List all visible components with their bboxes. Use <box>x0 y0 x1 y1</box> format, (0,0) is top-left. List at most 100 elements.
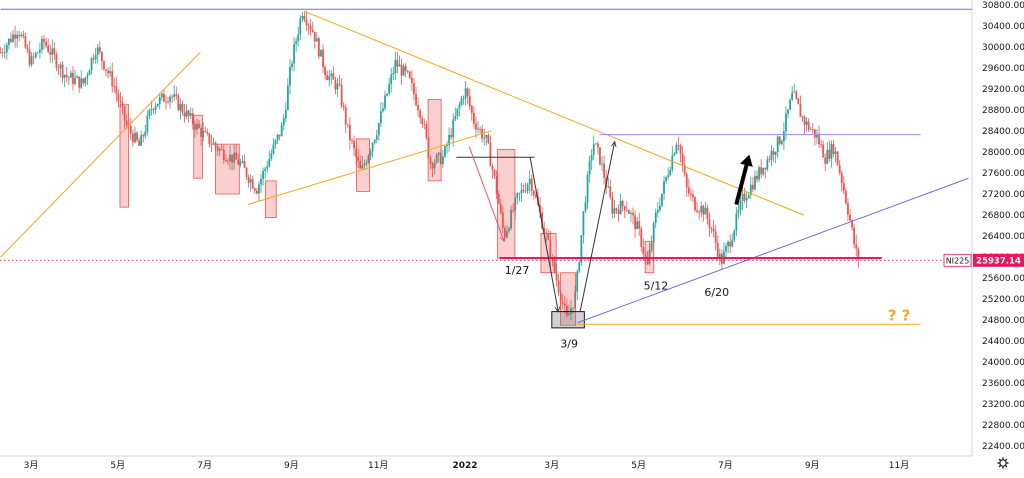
candle-body <box>239 162 242 165</box>
candle-body <box>26 47 29 50</box>
candle-body <box>811 129 814 131</box>
candle-body <box>677 144 680 146</box>
candle-body <box>656 210 659 213</box>
candle-body <box>714 231 717 244</box>
candle-body <box>80 78 83 88</box>
time-axis[interactable]: 3月 5月 7月 9月 11月 2022 3月 5月 7月 9月 11月 <box>0 455 972 471</box>
candle-body <box>609 186 612 198</box>
candle-body <box>229 154 231 162</box>
candle-body <box>754 175 756 190</box>
candle-body <box>284 109 287 119</box>
candle-body <box>534 195 537 198</box>
candle-body <box>768 159 771 161</box>
candle-body <box>462 98 465 100</box>
candle-body <box>673 153 676 156</box>
candle-body <box>849 214 851 221</box>
candle-body <box>824 157 827 164</box>
x-tick-label: 5月 <box>631 460 646 471</box>
candle-body <box>274 140 277 145</box>
candle-body <box>503 227 506 238</box>
candle-body <box>278 134 281 137</box>
candle-body <box>704 207 707 215</box>
candle-body <box>1 52 4 54</box>
candle-body <box>454 116 457 120</box>
candle-body <box>100 51 103 62</box>
trendline <box>304 10 804 216</box>
candle-body <box>196 123 198 130</box>
candle-body <box>464 88 467 99</box>
candle-body <box>49 51 52 55</box>
candle-body <box>179 103 182 111</box>
candle-body <box>413 83 415 95</box>
candle-body <box>617 210 620 215</box>
candle-body <box>351 140 353 141</box>
candle-body <box>231 154 233 163</box>
candle-body <box>390 74 393 85</box>
candle-body <box>828 149 831 159</box>
candle-body <box>280 125 283 137</box>
y-tick-label: 24000.00 <box>982 358 1024 368</box>
candle-body <box>578 262 581 272</box>
candle-body <box>324 66 326 76</box>
candle-body <box>516 193 519 198</box>
candle-body <box>249 179 252 183</box>
candle-body <box>202 131 205 137</box>
candle-body <box>181 103 184 113</box>
candle-body <box>334 79 337 90</box>
candle-body <box>694 197 696 211</box>
candle-body <box>148 110 151 116</box>
candle-body <box>38 49 41 53</box>
candle-body <box>388 84 391 94</box>
candle-body <box>12 34 14 42</box>
annotation-label: 6/20 <box>704 286 729 299</box>
annotation-label: 3/9 <box>560 338 578 351</box>
candle-body <box>404 65 407 72</box>
candle-body <box>696 210 698 212</box>
candle-body <box>727 241 729 247</box>
price-axis[interactable]: 22400.00 22800.00 23200.00 23600.00 24000.00… <box>971 0 1024 456</box>
candle-body <box>627 210 630 214</box>
candle-body <box>212 142 215 145</box>
candle-body <box>125 120 128 126</box>
candle-body <box>789 99 791 110</box>
candle-body <box>572 307 574 309</box>
candle-body <box>160 93 163 98</box>
candle-body <box>410 77 413 84</box>
candle-body <box>301 16 304 19</box>
annotation-label: ? ? <box>888 306 911 324</box>
trendline <box>577 177 969 324</box>
candle-body <box>520 189 523 194</box>
x-tick-label: 7月 <box>197 460 212 471</box>
candle-body <box>758 167 760 180</box>
candle-body <box>526 184 529 192</box>
candle-body <box>733 230 736 240</box>
candle-body <box>563 303 566 306</box>
candle-body <box>615 208 618 211</box>
candle-body <box>803 116 806 125</box>
candle-body <box>291 63 293 67</box>
candle-body <box>262 170 264 179</box>
candle-body <box>193 124 196 130</box>
arrow-line <box>579 142 615 313</box>
candle-body <box>782 131 785 142</box>
candle-body <box>216 146 219 151</box>
gear-icon[interactable] <box>997 457 1009 469</box>
candle-body <box>770 151 773 160</box>
candle-body <box>483 137 486 139</box>
candle-body <box>654 212 657 224</box>
candle-body <box>379 111 382 124</box>
candle-body <box>92 58 95 60</box>
candle-body <box>729 241 732 247</box>
candle-body <box>105 69 107 71</box>
candle-body <box>107 70 109 74</box>
candle-body <box>355 148 357 157</box>
y-tick-label: 30000.00 <box>982 43 1024 53</box>
candle-body <box>400 64 403 76</box>
candle-body <box>235 152 238 160</box>
candle-body <box>807 121 810 130</box>
candle-body <box>131 133 134 143</box>
candle-body <box>140 135 143 146</box>
candle-body <box>98 47 101 52</box>
